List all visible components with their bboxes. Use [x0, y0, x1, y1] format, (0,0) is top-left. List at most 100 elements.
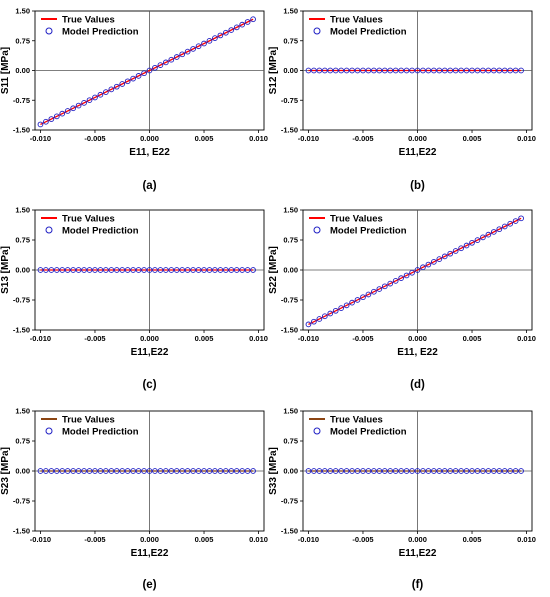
prediction-marker: [512, 468, 519, 474]
prediction-marker: [86, 97, 93, 104]
prediction-marker: [222, 468, 229, 474]
prediction-marker: [244, 267, 251, 273]
x-tick-label: -0.010: [30, 535, 51, 544]
y-axis-label: S23 [MPa]: [0, 447, 11, 495]
x-tick-label: -0.005: [352, 134, 373, 143]
prediction-marker: [130, 75, 136, 82]
prediction-marker: [173, 267, 180, 273]
prediction-marker: [135, 73, 142, 79]
prediction-marker: [431, 468, 437, 474]
y-tick-label: 0.75: [283, 236, 298, 245]
prediction-marker: [59, 110, 66, 117]
prediction-marker: [490, 468, 497, 474]
prediction-marker: [305, 468, 312, 474]
prediction-marker: [190, 46, 196, 52]
prediction-marker: [311, 468, 317, 474]
legend-label-true-values: True Values: [330, 415, 383, 426]
prediction-marker: [92, 468, 98, 474]
y-tick-label: 0.00: [283, 66, 298, 75]
prediction-marker: [48, 267, 55, 273]
prediction-marker: [75, 102, 82, 109]
prediction-marker: [343, 302, 350, 309]
x-tick-label: 0.005: [195, 334, 214, 343]
prediction-marker: [233, 267, 240, 273]
prediction-marker: [496, 67, 503, 74]
prediction-marker: [469, 239, 475, 246]
prediction-marker: [463, 242, 470, 249]
prediction-marker: [371, 468, 377, 474]
prediction-marker: [332, 67, 339, 74]
prediction-marker: [43, 118, 49, 125]
prediction-marker: [113, 83, 120, 90]
prediction-marker: [338, 305, 345, 311]
prediction-marker: [81, 267, 87, 273]
prediction-marker: [485, 468, 492, 474]
prediction-marker: [64, 468, 71, 474]
prediction-marker: [480, 234, 486, 241]
prediction-marker: [217, 468, 224, 474]
y-tick-label: 0.00: [283, 467, 298, 476]
prediction-marker: [381, 283, 388, 290]
y-tick-label: 0.75: [15, 236, 30, 245]
x-axis-label: E11, E22: [397, 347, 438, 358]
prediction-marker: [212, 267, 218, 273]
prediction-marker: [119, 267, 126, 273]
x-tick-label: -0.005: [352, 535, 373, 544]
prediction-marker: [490, 67, 497, 74]
prediction-marker: [152, 468, 158, 474]
prediction-marker: [152, 267, 158, 273]
prediction-marker: [92, 267, 98, 273]
prediction-marker: [212, 35, 218, 41]
prediction-marker: [201, 40, 207, 47]
prediction-marker: [222, 267, 229, 273]
prediction-marker: [316, 316, 323, 322]
legend-label-model-prediction: Model Prediction: [62, 427, 139, 438]
legend-label-true-values: True Values: [330, 214, 383, 225]
chart-panel-4: -0.010 -0.005 0.000 0.005 0.010 1.50 0.75 0.00 -…: [268, 206, 536, 391]
prediction-marker: [141, 468, 147, 474]
prediction-marker: [212, 468, 218, 474]
y-tick-label: 1.50: [283, 7, 298, 16]
prediction-marker: [48, 116, 55, 122]
prediction-marker: [206, 468, 213, 474]
prediction-marker: [392, 468, 399, 474]
prediction-marker: [392, 67, 399, 74]
prediction-marker: [338, 67, 345, 74]
y-tick-label: -0.75: [13, 497, 30, 506]
y-tick-label: -1.50: [281, 126, 298, 135]
prediction-marker: [392, 278, 399, 284]
prediction-marker: [97, 267, 104, 273]
legend-label-true-values: True Values: [62, 15, 115, 26]
prediction-marker: [403, 67, 410, 74]
prediction-marker: [37, 267, 44, 273]
legend-swatch-model-prediction: [45, 27, 53, 35]
prediction-marker: [103, 89, 109, 95]
legend-swatch-model-prediction: [313, 427, 321, 435]
x-tick-label: 0.000: [140, 134, 159, 143]
prediction-marker: [490, 229, 497, 235]
prediction-marker: [485, 67, 492, 74]
y-tick-label: 0.75: [15, 437, 30, 446]
prediction-marker: [135, 267, 142, 273]
prediction-marker: [474, 67, 481, 74]
prediction-marker: [157, 267, 164, 273]
chart-panel-2: -0.010 -0.005 0.000 0.005 0.010 1.50 0.75 0.00 -…: [268, 7, 536, 192]
prediction-marker: [398, 468, 404, 474]
y-tick-label: 1.50: [15, 407, 30, 416]
prediction-marker: [222, 29, 229, 36]
x-tick-label: -0.005: [84, 334, 105, 343]
prediction-marker: [103, 267, 109, 273]
x-tick-label: 0.005: [463, 334, 482, 343]
prediction-marker: [113, 267, 120, 273]
prediction-marker: [463, 468, 470, 474]
prediction-marker: [70, 267, 77, 273]
prediction-marker: [244, 19, 251, 25]
prediction-marker: [311, 67, 317, 74]
prediction-marker: [518, 215, 524, 222]
prediction-marker: [398, 67, 404, 74]
prediction-marker: [70, 105, 77, 112]
x-tick-label: 0.000: [140, 535, 159, 544]
x-tick-label: -0.005: [84, 134, 105, 143]
prediction-marker: [244, 468, 251, 474]
x-tick-label: -0.010: [298, 134, 319, 143]
